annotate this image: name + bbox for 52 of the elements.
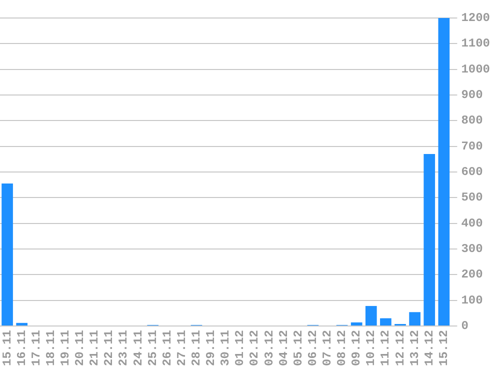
x-tick-label: 17.11 xyxy=(29,330,44,366)
x-tick-label: 08.12 xyxy=(335,330,350,366)
x-tick-label: 02.12 xyxy=(248,330,262,366)
x-tick-label: 13.12 xyxy=(408,330,422,366)
x-tick-label: 10.12 xyxy=(364,330,378,366)
y-tick-label: 200 xyxy=(461,268,483,282)
x-tick-label: 07.12 xyxy=(320,330,334,366)
x-tick-label: 28.11 xyxy=(190,330,204,366)
y-tick-label: 900 xyxy=(461,88,483,102)
x-tick-label: 27.11 xyxy=(174,330,189,366)
x-tick-label: 15.11 xyxy=(0,330,14,366)
y-tick-label: 400 xyxy=(461,216,483,230)
bar xyxy=(16,322,28,326)
x-tick-label: 23.11 xyxy=(116,330,131,366)
x-tick-label: 05.12 xyxy=(291,330,306,366)
y-tick-label: 1000 xyxy=(461,62,490,76)
x-tick-label: 11.12 xyxy=(378,330,393,366)
y-tick-label: 1200 xyxy=(461,11,490,26)
y-tick-label: 700 xyxy=(461,139,483,154)
bar xyxy=(424,154,436,326)
x-tick-label: 24.11 xyxy=(131,330,146,366)
x-tick-label: 04.12 xyxy=(276,330,291,366)
bar xyxy=(2,184,13,326)
x-tick-label: 29.11 xyxy=(204,330,218,366)
bar xyxy=(380,318,392,326)
x-tick-label: 03.12 xyxy=(262,330,276,366)
x-tick-label: 20.11 xyxy=(73,330,88,366)
x-tick-label: 18.11 xyxy=(44,330,58,366)
x-tick-label: 25.11 xyxy=(146,330,160,366)
y-tick-label: 100 xyxy=(461,293,483,308)
x-tick-label: 09.12 xyxy=(350,330,364,366)
y-tick-label: 1100 xyxy=(461,36,490,51)
x-tick-label: 12.12 xyxy=(393,330,408,366)
y-tick-label: 500 xyxy=(461,190,483,205)
x-tick-label: 19.11 xyxy=(58,330,73,366)
x-tick-label: 30.11 xyxy=(218,330,233,366)
x-tick-label: 06.12 xyxy=(306,330,320,366)
x-tick-label: 22.11 xyxy=(102,330,116,366)
x-tick-label: 26.11 xyxy=(160,330,174,366)
bar xyxy=(438,18,450,326)
y-tick-label: 0 xyxy=(461,319,468,334)
x-tick-label: 01.12 xyxy=(233,330,248,366)
bar xyxy=(409,312,420,326)
bar xyxy=(350,322,362,326)
y-tick-label: 600 xyxy=(461,165,483,180)
x-tick-label: 15.12 xyxy=(436,330,451,366)
x-tick-label: 16.11 xyxy=(14,330,29,366)
y-tick-label: 800 xyxy=(461,114,483,128)
bar xyxy=(365,306,377,326)
x-tick-label: 21.11 xyxy=(88,330,102,366)
x-tick-label: 14.12 xyxy=(422,330,436,366)
y-tick-label: 300 xyxy=(461,242,483,256)
